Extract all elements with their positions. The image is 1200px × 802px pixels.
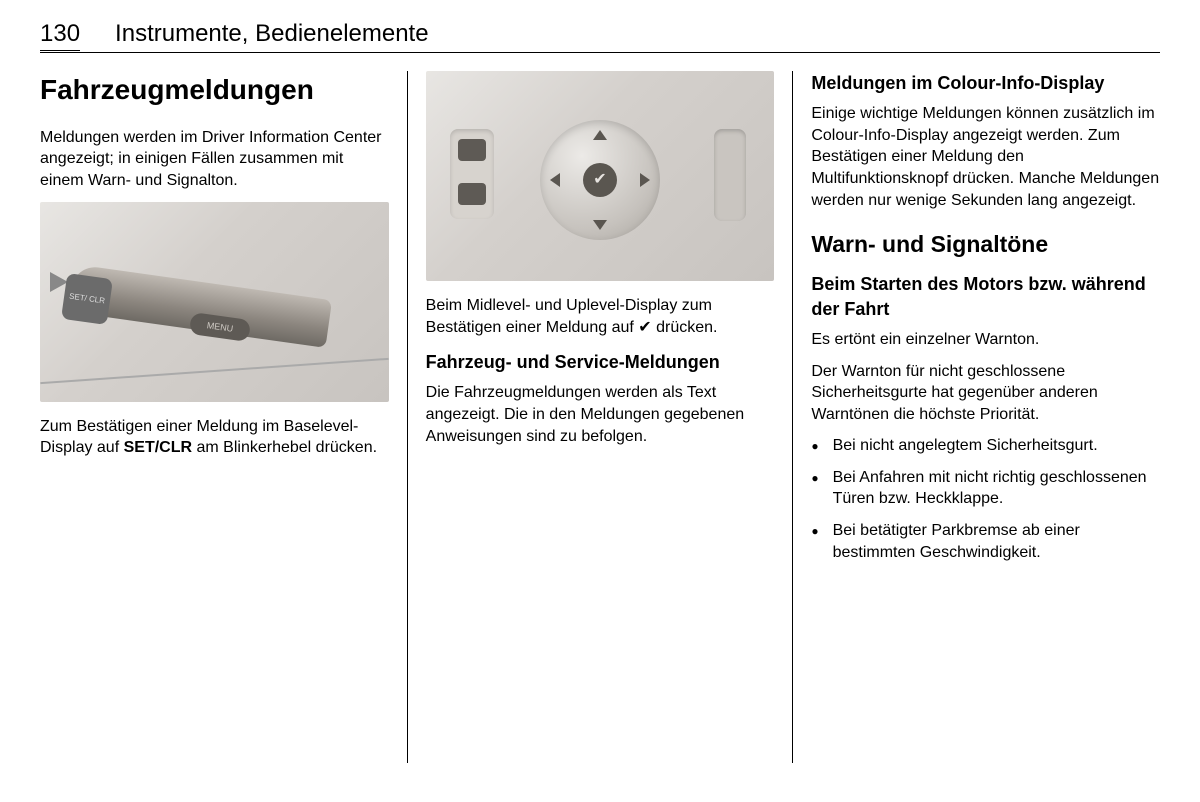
bullet-text: Bei Anfahren mit nicht richtig geschloss… (833, 467, 1160, 510)
lever-set-clr-button: SET/ CLR (61, 273, 113, 325)
dpad-up-icon (593, 130, 607, 140)
col2-body: Die Fahrzeugmeldungen werden als Text an… (426, 382, 775, 447)
col3-heading2: Warn- und Signaltöne (811, 229, 1160, 260)
content-columns: Fahrzeugmeldungen Meldungen werden im Dr… (40, 71, 1160, 763)
col1-caption: Zum Bestätigen einer Meldung im Baseleve… (40, 416, 389, 459)
wheel-dpad-ring: ✔ (540, 120, 660, 240)
wheel-right-rocker (714, 129, 746, 221)
col3-line1: Es ertönt ein einzelner Warnton. (811, 329, 1160, 351)
manual-page: 130 Instrumente, Bedienelemente Fahrzeug… (0, 0, 1200, 802)
bullet-text: Bei nicht angelegtem Sicherheitsgurt. (833, 435, 1098, 457)
dpad-right-icon (640, 173, 650, 187)
col3-bullet-list: Bei nicht angelegtem Sicherheitsgurt. Be… (811, 435, 1160, 563)
dpad-left-icon (550, 173, 560, 187)
col3-heading3: Beim Starten des Motors bzw. während der… (811, 272, 1160, 321)
col1-caption-post: am Blinkerhebel drücken. (192, 439, 377, 456)
section-title: Instrumente, Bedienelemente (115, 20, 429, 48)
dashboard-line (40, 357, 388, 383)
page-header: 130 Instrumente, Bedienelemente (40, 20, 1160, 53)
bullet-item: Bei betätigter Parkbremse ab einer besti… (811, 520, 1160, 563)
wheel-left-buttons (450, 129, 494, 219)
col3-body1: Einige wichtige Meldungen können zusätzl… (811, 103, 1160, 211)
col1-heading: Fahrzeugmeldungen (40, 71, 389, 109)
col1-caption-bold: SET/CLR (124, 439, 192, 456)
page-number: 130 (40, 20, 80, 51)
dpad-down-icon (593, 220, 607, 230)
bullet-item: Bei nicht angelegtem Sicherheitsgurt. (811, 435, 1160, 457)
col3-line2: Der Warnton für nicht geschlossene Siche… (811, 361, 1160, 426)
steering-wheel-controls-illustration: ✔ (426, 71, 775, 281)
col1-intro: Meldungen werden im Driver Information C… (40, 127, 389, 192)
col2-caption: Beim Midlevel- und Uplevel-Display zum B… (426, 295, 775, 338)
column-1: Fahrzeugmeldungen Meldungen werden im Dr… (40, 71, 407, 763)
turn-signal-lever-illustration: SET/ CLR MENU (40, 202, 389, 402)
bullet-text: Bei betätigter Parkbremse ab einer besti… (833, 520, 1160, 563)
col2-subheading: Fahrzeug- und Service-Meldungen (426, 350, 775, 374)
col3-heading1: Meldungen im Colour-Info-Display (811, 71, 1160, 95)
column-3: Meldungen im Colour-Info-Display Einige … (793, 71, 1160, 763)
column-2: ✔ Beim Midlevel- und Uplevel-Display zum… (407, 71, 794, 763)
bullet-item: Bei Anfahren mit nicht richtig geschloss… (811, 467, 1160, 510)
dpad-confirm-icon: ✔ (583, 163, 617, 197)
